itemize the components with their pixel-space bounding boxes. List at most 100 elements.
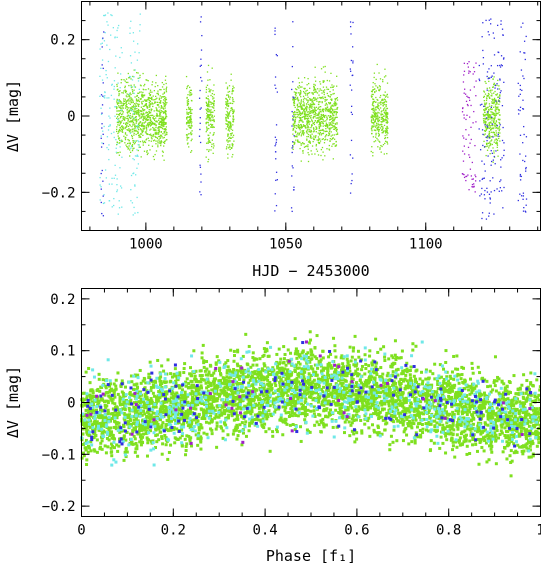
data-point — [379, 94, 382, 97]
data-point — [334, 368, 338, 372]
data-point — [375, 117, 377, 119]
data-point — [384, 118, 386, 121]
data-point — [209, 101, 211, 103]
data-point — [232, 112, 235, 114]
data-point — [311, 103, 313, 105]
data-point — [118, 137, 120, 139]
data-point — [486, 71, 489, 73]
data-point — [121, 115, 123, 118]
data-point — [489, 135, 491, 137]
data-point — [118, 99, 120, 101]
data-point — [129, 132, 132, 135]
data-point — [291, 151, 293, 154]
data-point — [380, 432, 384, 436]
data-point — [522, 192, 525, 194]
data-point — [134, 112, 136, 114]
data-point — [512, 374, 516, 378]
data-point — [99, 75, 101, 77]
data-point — [474, 174, 476, 176]
data-point — [378, 395, 382, 399]
data-point — [356, 374, 360, 378]
data-point — [491, 127, 493, 129]
data-point — [382, 94, 385, 96]
data-point — [121, 206, 123, 208]
data-point — [313, 96, 315, 99]
data-point — [381, 145, 383, 148]
data-point — [453, 455, 457, 459]
data-point — [386, 134, 388, 136]
data-point — [148, 98, 150, 100]
data-point — [124, 127, 126, 130]
data-point — [483, 134, 485, 136]
data-point — [489, 23, 492, 25]
data-point — [482, 49, 484, 52]
data-point — [124, 126, 126, 129]
data-point — [346, 361, 350, 365]
data-point — [193, 374, 197, 378]
data-point — [491, 124, 493, 127]
data-point — [486, 123, 488, 126]
data-point — [375, 124, 378, 126]
data-point — [275, 87, 277, 90]
data-point — [298, 105, 300, 108]
data-point — [375, 96, 377, 99]
data-point — [363, 404, 367, 408]
data-point — [215, 421, 219, 425]
data-point — [227, 105, 229, 107]
data-point — [308, 109, 311, 111]
data-point — [499, 78, 501, 80]
data-point — [321, 116, 324, 119]
data-point — [131, 145, 133, 147]
data-point — [216, 392, 220, 396]
data-point — [155, 150, 158, 152]
data-point — [140, 125, 142, 127]
data-point — [113, 131, 115, 133]
data-point — [454, 367, 458, 371]
data-point — [126, 117, 128, 120]
data-point — [118, 90, 120, 93]
data-point — [153, 158, 155, 161]
data-point — [206, 112, 208, 114]
data-point — [302, 111, 304, 113]
data-point — [275, 53, 278, 56]
data-point — [247, 410, 251, 414]
data-point — [306, 120, 308, 122]
data-point — [372, 119, 375, 121]
data-point — [496, 112, 498, 115]
data-point — [292, 148, 294, 150]
data-point — [126, 129, 128, 131]
data-point — [227, 104, 230, 106]
data-point — [276, 179, 278, 181]
data-point — [208, 150, 210, 153]
data-point — [205, 102, 208, 104]
data-point — [313, 110, 315, 113]
data-point — [294, 96, 297, 99]
data-point — [379, 147, 381, 149]
data-point — [132, 148, 134, 150]
data-point — [162, 133, 164, 135]
data-point — [226, 139, 228, 141]
data-point — [134, 155, 137, 157]
data-point — [147, 115, 150, 117]
data-point — [398, 420, 402, 424]
data-point — [456, 396, 460, 400]
data-point — [127, 121, 129, 123]
data-point — [212, 134, 214, 136]
data-point — [372, 101, 374, 104]
data-point — [138, 136, 140, 138]
data-point — [464, 88, 466, 90]
data-point — [309, 97, 311, 100]
data-point — [483, 90, 485, 92]
data-point — [459, 392, 463, 396]
data-point — [290, 414, 294, 418]
data-point — [316, 92, 319, 94]
data-point — [446, 379, 450, 383]
data-point — [232, 153, 234, 156]
data-point — [116, 110, 118, 112]
data-point — [370, 116, 372, 118]
data-point — [101, 123, 103, 125]
data-point — [350, 182, 352, 185]
data-point — [217, 379, 221, 383]
data-point — [85, 402, 89, 406]
data-point — [199, 128, 201, 131]
